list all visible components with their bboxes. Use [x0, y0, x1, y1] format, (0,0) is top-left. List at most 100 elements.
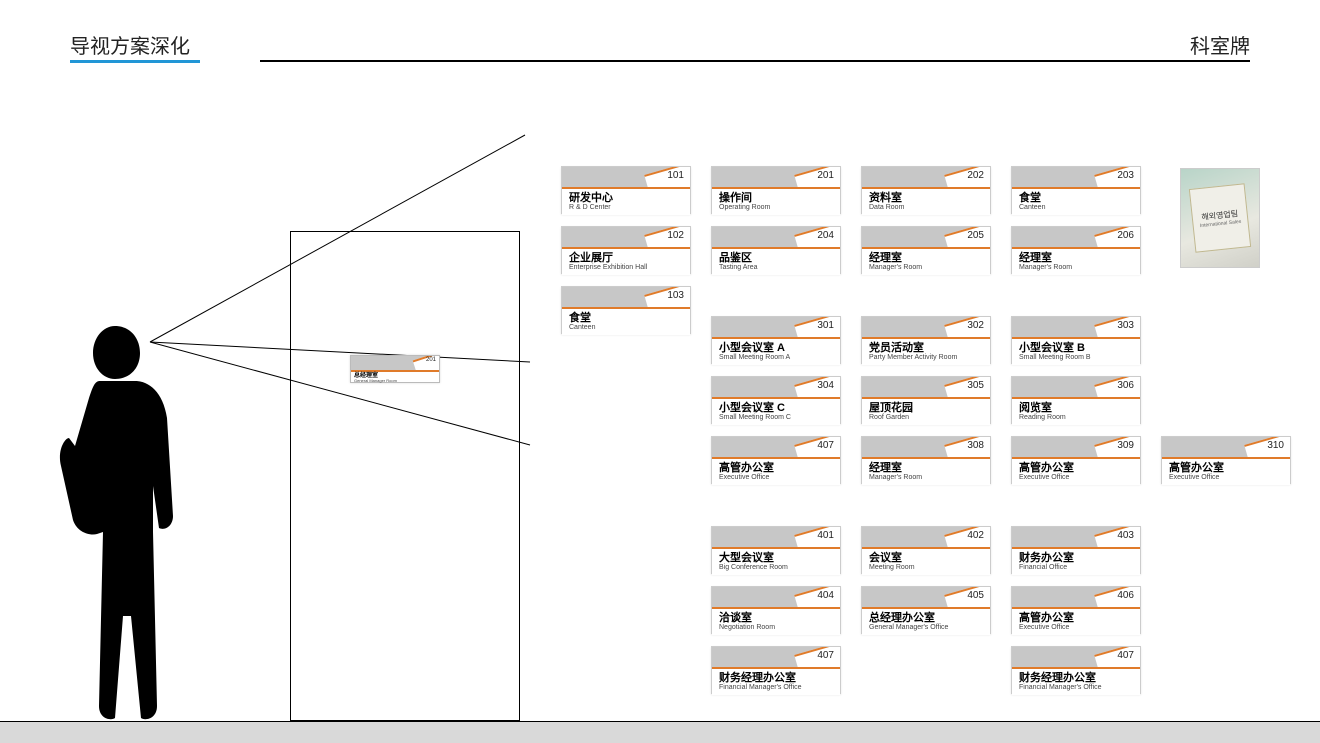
door-sign-en: General Manager Room	[354, 379, 436, 383]
plaque-number: 407	[817, 440, 834, 451]
plaque-number: 403	[1117, 530, 1134, 541]
plaque-number: 303	[1117, 320, 1134, 331]
plaque-en: Operating Room	[719, 204, 833, 212]
room-plaque: 202资料室Data Room	[861, 166, 991, 214]
plaque-number: 302	[967, 320, 984, 331]
plaque-number: 309	[1117, 440, 1134, 451]
plaque-cn: 研发中心	[569, 192, 683, 204]
plaque-number: 204	[817, 230, 834, 241]
plaque-cn: 经理室	[1019, 252, 1133, 264]
plaque-en: Financial Office	[1019, 564, 1133, 572]
room-plaque: 305屋顶花园Roof Garden	[861, 376, 991, 424]
plaque-en: Small Meeting Room A	[719, 354, 833, 362]
room-plaque: 401 大型会议室Big Conference Room	[711, 526, 841, 574]
plaque-cn: 经理室	[869, 252, 983, 264]
room-plaque: 103 食堂Canteen	[561, 286, 691, 334]
room-plaque: 407 财务经理办公室Financial Manager's Office	[1011, 646, 1141, 694]
plaque-number: 407	[1117, 650, 1134, 661]
plaque-cn: 大型会议室	[719, 552, 833, 564]
plaque-number: 401	[817, 530, 834, 541]
plaque-cn: 总经理办公室	[869, 612, 983, 624]
plaque-number: 406	[1117, 590, 1134, 601]
plaque-en: Enterprise Exhibition Hall	[569, 264, 683, 272]
plaque-en: Executive Office	[1019, 624, 1133, 632]
plaque-cn: 会议室	[869, 552, 983, 564]
room-plaque: 310 高管办公室Executive Office	[1161, 436, 1291, 484]
plaque-number: 402	[967, 530, 984, 541]
plaque-cn: 洽谈室	[719, 612, 833, 624]
plaque-en: Tasting Area	[719, 264, 833, 272]
plaque-cn: 财务经理办公室	[1019, 672, 1133, 684]
human-silhouette	[45, 326, 195, 721]
plaque-en: Executive Office	[719, 474, 833, 482]
plaque-en: Big Conference Room	[719, 564, 833, 572]
room-plaque: 404 洽谈室Negotiation Room	[711, 586, 841, 634]
plaque-en: Financial Manager's Office	[1019, 684, 1133, 692]
plaque-cn: 党员活动室	[869, 342, 983, 354]
plaque-en: Small Meeting Room B	[1019, 354, 1133, 362]
plaque-en: Canteen	[569, 324, 683, 332]
plaque-number: 103	[667, 290, 684, 301]
plaque-cn: 经理室	[869, 462, 983, 474]
plaque-number: 305	[967, 380, 984, 391]
door-sign-num: 201	[426, 357, 436, 363]
room-plaque: 407财务经理办公室Financial Manager's Office	[711, 646, 841, 694]
plaque-number: 306	[1117, 380, 1134, 391]
plaque-en: Executive Office	[1169, 474, 1283, 482]
room-plaque: 306阅览室Reading Room	[1011, 376, 1141, 424]
door-sign: 201 总经理室 General Manager Room	[350, 355, 440, 383]
plaque-number: 201	[817, 170, 834, 181]
plaque-en: Small Meeting Room C	[719, 414, 833, 422]
plaque-en: Data Room	[869, 204, 983, 212]
plaque-en: Party Member Activity Room	[869, 354, 983, 362]
room-plaque: 405 总经理办公室General Manager's Office	[861, 586, 991, 634]
title-left: 导视方案深化	[70, 36, 190, 58]
plaque-number: 101	[667, 170, 684, 181]
room-plaque: 301小型会议室 ASmall Meeting Room A	[711, 316, 841, 364]
plaque-cn: 高管办公室	[1019, 612, 1133, 624]
room-plaque: 201 操作间Operating Room	[711, 166, 841, 214]
plaque-number: 310	[1267, 440, 1284, 451]
plaque-cn: 高管办公室	[1169, 462, 1283, 474]
plaque-en: Financial Manager's Office	[719, 684, 833, 692]
plaque-cn: 品鉴区	[719, 252, 833, 264]
plaque-en: Manager's Room	[869, 264, 983, 272]
header-blue-underline	[70, 60, 200, 63]
room-plaque: 203食堂Canteen	[1011, 166, 1141, 214]
door-outline	[290, 231, 520, 721]
plaque-number: 205	[967, 230, 984, 241]
room-plaque: 101 研发中心R & D Center	[561, 166, 691, 214]
photo-sample-card: 해외영업팀 International Sales	[1189, 183, 1251, 253]
room-plaque: 309 高管办公室Executive Office	[1011, 436, 1141, 484]
plaque-en: Negotiation Room	[719, 624, 833, 632]
title-right: 科室牌	[1190, 30, 1250, 59]
plaque-number: 203	[1117, 170, 1134, 181]
plaque-number: 404	[817, 590, 834, 601]
plaque-en: R & D Center	[569, 204, 683, 212]
plaque-number: 102	[667, 230, 684, 241]
plaque-cn: 企业展厅	[569, 252, 683, 264]
plaque-cn: 操作间	[719, 192, 833, 204]
plaque-number: 304	[817, 380, 834, 391]
room-plaque: 204 品鉴区Tasting Area	[711, 226, 841, 274]
room-plaque: 403财务办公室Financial Office	[1011, 526, 1141, 574]
plaque-number: 405	[967, 590, 984, 601]
plaque-number: 301	[817, 320, 834, 331]
room-plaque: 102 企业展厅Enterprise Exhibition Hall	[561, 226, 691, 274]
room-plaque: 302 党员活动室Party Member Activity Room	[861, 316, 991, 364]
floor-strip	[0, 721, 1320, 743]
plaque-number: 308	[967, 440, 984, 451]
plaque-cn: 高管办公室	[1019, 462, 1133, 474]
plaque-en: General Manager's Office	[869, 624, 983, 632]
room-plaque: 407高管办公室Executive Office	[711, 436, 841, 484]
plaque-en: Manager's Room	[1019, 264, 1133, 272]
room-plaque: 402会议室Meeting Room	[861, 526, 991, 574]
plaque-cn: 阅览室	[1019, 402, 1133, 414]
plaque-cn: 财务经理办公室	[719, 672, 833, 684]
plaque-en: Executive Office	[1019, 474, 1133, 482]
room-plaque: 303小型会议室 BSmall Meeting Room B	[1011, 316, 1141, 364]
room-plaque: 205 经理室Manager's Room	[861, 226, 991, 274]
header-black-rule	[260, 60, 1250, 62]
plaque-number: 206	[1117, 230, 1134, 241]
plaque-cn: 食堂	[569, 312, 683, 324]
